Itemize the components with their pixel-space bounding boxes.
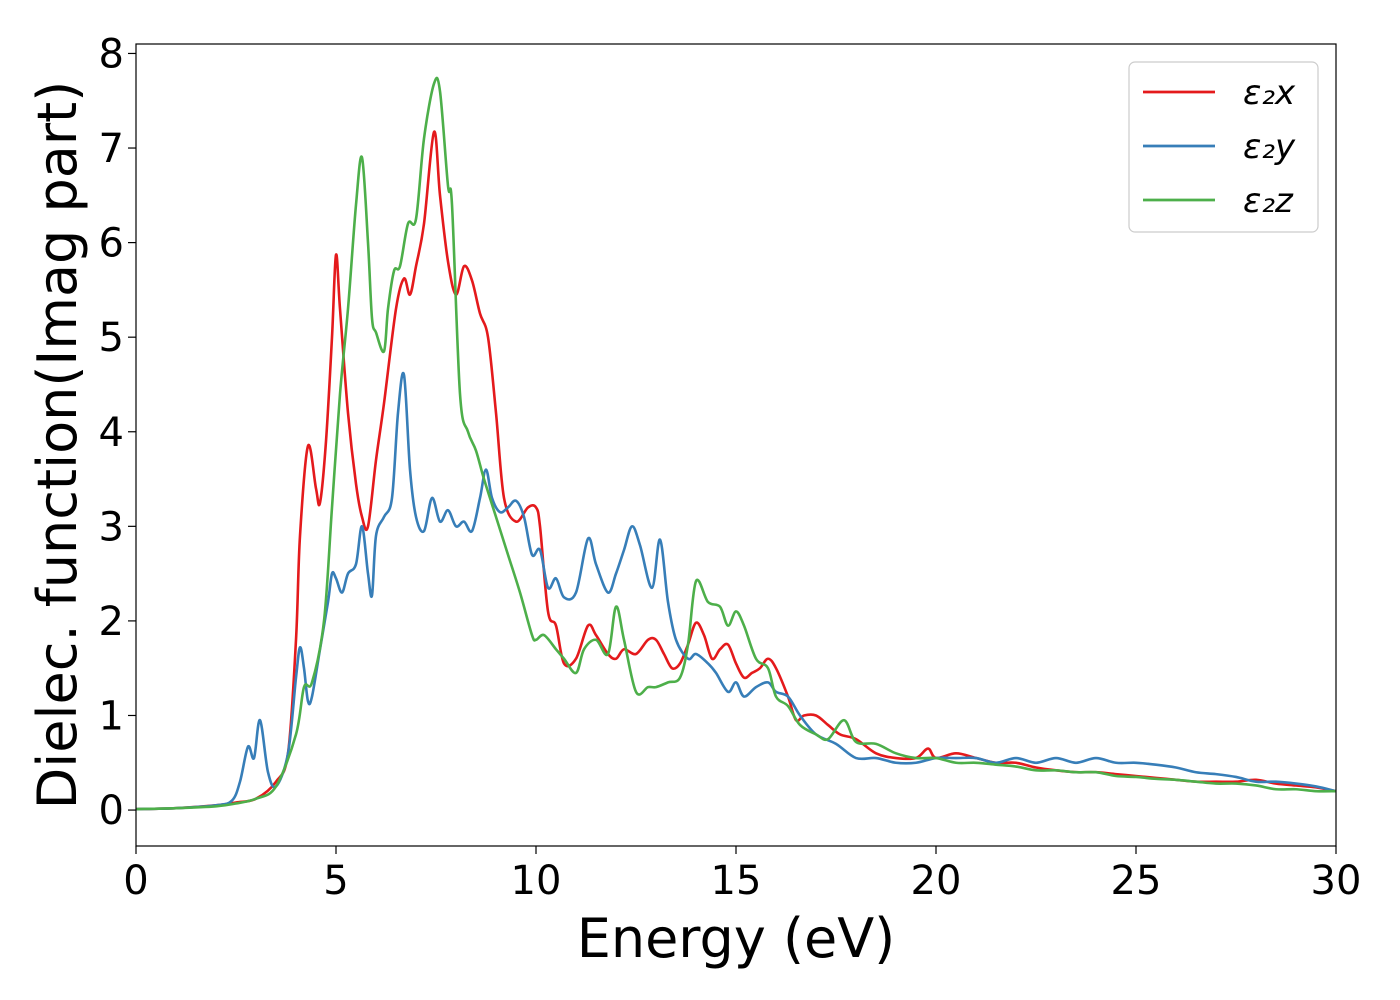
legend-label: ε₂y [1243, 127, 1296, 167]
x-axis-title: Energy (eV) [577, 907, 896, 970]
x-tick-label: 25 [1111, 858, 1162, 904]
x-axis: 0 5 10 15 20 25 30 [123, 846, 1361, 904]
y-axis: 0 1 2 3 4 5 6 7 8 [99, 31, 136, 834]
y-tick-label: 2 [99, 599, 124, 645]
x-tick-label: 15 [711, 858, 762, 904]
x-tick-label: 20 [911, 858, 962, 904]
y-tick-label: 4 [99, 410, 124, 456]
legend-box [1128, 61, 1319, 233]
series-line-2 [135, 371, 1337, 811]
x-tick-label: 10 [511, 858, 562, 904]
y-tick-label: 8 [99, 31, 124, 77]
series-layer [135, 76, 1337, 811]
y-tick-label: 6 [99, 221, 124, 267]
y-tick-label: 0 [99, 788, 124, 834]
series-line-3 [135, 76, 1337, 811]
x-tick-label: 30 [1311, 858, 1362, 904]
x-tick-label: 5 [323, 858, 348, 904]
y-axis-title: Dielec. function(Imag part) [26, 81, 89, 810]
legend-label: ε₂z [1243, 181, 1294, 221]
y-tick-label: 7 [99, 126, 124, 172]
legend: ε₂x ε₂y ε₂z [1128, 61, 1319, 233]
y-tick-label: 3 [99, 504, 124, 550]
y-tick-label: 5 [99, 315, 124, 361]
legend-label: ε₂x [1243, 73, 1296, 113]
x-tick-label: 0 [123, 858, 148, 904]
y-tick-label: 1 [99, 693, 124, 739]
